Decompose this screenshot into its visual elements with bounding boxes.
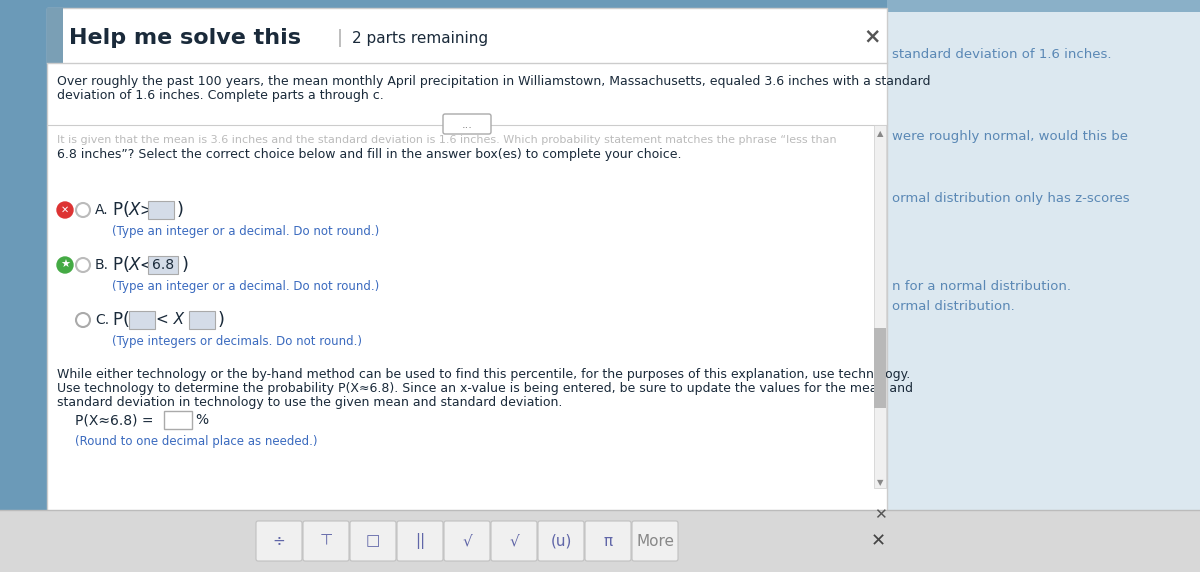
FancyBboxPatch shape: [0, 510, 1200, 572]
Text: ): ): [218, 311, 226, 329]
Text: (: (: [122, 256, 130, 274]
Text: ÷: ÷: [272, 534, 286, 549]
Text: (Type an integer or a decimal. Do not round.): (Type an integer or a decimal. Do not ro…: [112, 280, 379, 293]
FancyBboxPatch shape: [350, 521, 396, 561]
Text: While either technology or the by-hand method can be used to find this percentil: While either technology or the by-hand m…: [58, 368, 911, 381]
FancyBboxPatch shape: [874, 328, 886, 408]
Text: n for a normal distribution.: n for a normal distribution.: [892, 280, 1072, 293]
Text: ✕: ✕: [870, 532, 886, 550]
FancyBboxPatch shape: [887, 0, 1200, 12]
Text: (: (: [122, 201, 130, 219]
Text: >: >: [139, 202, 151, 217]
FancyBboxPatch shape: [256, 521, 302, 561]
Text: were roughly normal, would this be: were roughly normal, would this be: [892, 130, 1128, 143]
FancyBboxPatch shape: [190, 311, 215, 329]
FancyBboxPatch shape: [164, 411, 192, 429]
Text: √: √: [509, 534, 518, 549]
Text: P: P: [112, 256, 122, 274]
Text: More: More: [636, 534, 674, 549]
Text: P: P: [112, 201, 122, 219]
Text: ▼: ▼: [877, 478, 883, 487]
Text: |: |: [337, 29, 343, 47]
Text: <: <: [139, 257, 151, 272]
Text: 2 parts remaining: 2 parts remaining: [352, 30, 488, 46]
Text: ★: ★: [60, 260, 70, 270]
Text: Over roughly the past 100 years, the mean monthly April precipitation in William: Over roughly the past 100 years, the mea…: [58, 75, 930, 88]
Text: It is given that the mean is 3.6 inches and the standard deviation is 1.6 inches: It is given that the mean is 3.6 inches …: [58, 135, 836, 145]
Text: B.: B.: [95, 258, 109, 272]
FancyBboxPatch shape: [47, 8, 64, 63]
FancyBboxPatch shape: [443, 114, 491, 134]
Text: ||: ||: [415, 533, 425, 549]
Text: ...: ...: [462, 120, 473, 130]
Text: 6.8 inches”? Select the correct choice below and fill in the answer box(es) to c: 6.8 inches”? Select the correct choice b…: [58, 148, 682, 161]
Text: deviation of 1.6 inches. Complete parts a through c.: deviation of 1.6 inches. Complete parts …: [58, 89, 384, 102]
Text: (u): (u): [551, 534, 571, 549]
Text: %: %: [194, 413, 208, 427]
Text: √: √: [462, 534, 472, 549]
Text: P(X≈6.8) =: P(X≈6.8) =: [74, 413, 154, 427]
Text: A.: A.: [95, 203, 109, 217]
Text: ✕: ✕: [874, 507, 887, 522]
Text: (: (: [122, 311, 130, 329]
FancyBboxPatch shape: [148, 256, 178, 274]
FancyBboxPatch shape: [130, 311, 155, 329]
Text: standard deviation in technology to use the given mean and standard deviation.: standard deviation in technology to use …: [58, 396, 563, 409]
Text: ormal distribution only has z-scores: ormal distribution only has z-scores: [892, 192, 1129, 205]
Circle shape: [58, 257, 73, 273]
Text: Use technology to determine the probability P(X≈6.8). Since an x-value is being : Use technology to determine the probabil…: [58, 382, 913, 395]
Text: π: π: [604, 534, 612, 549]
FancyBboxPatch shape: [444, 521, 490, 561]
Text: C.: C.: [95, 313, 109, 327]
Text: 6.8: 6.8: [152, 258, 174, 272]
Text: □: □: [366, 534, 380, 549]
Text: ): ): [178, 201, 184, 219]
FancyBboxPatch shape: [491, 521, 538, 561]
Text: ▲: ▲: [877, 129, 883, 138]
Text: < X <: < X <: [156, 312, 202, 328]
Text: ⊤: ⊤: [319, 534, 332, 549]
Text: ✕: ✕: [61, 205, 70, 215]
Text: (Round to one decimal place as needed.): (Round to one decimal place as needed.): [74, 435, 318, 448]
FancyBboxPatch shape: [874, 125, 886, 488]
Text: (Type an integer or a decimal. Do not round.): (Type an integer or a decimal. Do not ro…: [112, 225, 379, 238]
Text: ): ): [182, 256, 190, 274]
Text: X: X: [130, 256, 140, 274]
FancyBboxPatch shape: [397, 521, 443, 561]
Circle shape: [58, 202, 73, 218]
FancyBboxPatch shape: [47, 8, 887, 518]
FancyBboxPatch shape: [887, 0, 1200, 572]
Text: X: X: [130, 201, 140, 219]
FancyBboxPatch shape: [302, 521, 349, 561]
Text: Help me solve this: Help me solve this: [70, 28, 301, 48]
FancyBboxPatch shape: [632, 521, 678, 561]
Text: standard deviation of 1.6 inches.: standard deviation of 1.6 inches.: [892, 48, 1111, 61]
Text: P: P: [112, 311, 122, 329]
Text: ×: ×: [863, 26, 881, 46]
FancyBboxPatch shape: [586, 521, 631, 561]
FancyBboxPatch shape: [148, 201, 174, 219]
Text: (Type integers or decimals. Do not round.): (Type integers or decimals. Do not round…: [112, 335, 362, 348]
FancyBboxPatch shape: [538, 521, 584, 561]
Text: ormal distribution.: ormal distribution.: [892, 300, 1015, 313]
